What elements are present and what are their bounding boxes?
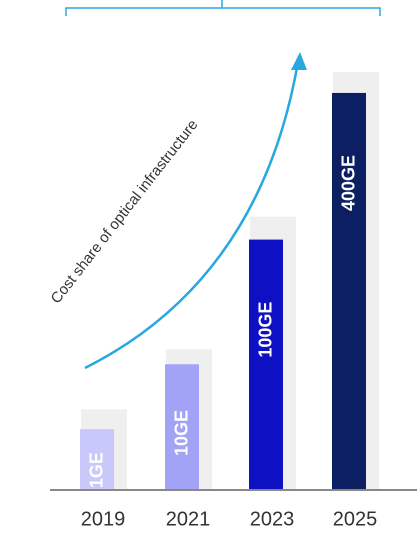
x-tick-label: 2023 xyxy=(250,508,295,530)
arrow-head xyxy=(291,52,307,70)
annotation: Cost share of optical infrastructure xyxy=(48,116,202,306)
bar-label: 1GE xyxy=(87,452,107,488)
bar-label: 400GE xyxy=(339,155,359,211)
bar-label: 100GE xyxy=(256,302,276,358)
x-tick-label: 2021 xyxy=(166,508,211,530)
x-tick-label: 2019 xyxy=(81,508,126,530)
bar xyxy=(249,239,283,489)
bar xyxy=(80,429,114,489)
bar-label: 10GE xyxy=(172,410,192,456)
x-tick-label: 2025 xyxy=(333,508,378,530)
bracket xyxy=(65,0,381,16)
bar xyxy=(332,92,366,489)
trend-arrow xyxy=(84,61,300,370)
bar xyxy=(165,364,199,489)
